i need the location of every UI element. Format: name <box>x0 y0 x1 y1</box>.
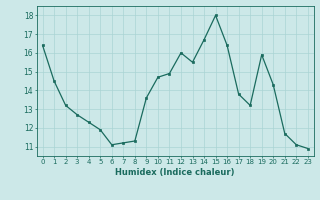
X-axis label: Humidex (Indice chaleur): Humidex (Indice chaleur) <box>116 168 235 177</box>
